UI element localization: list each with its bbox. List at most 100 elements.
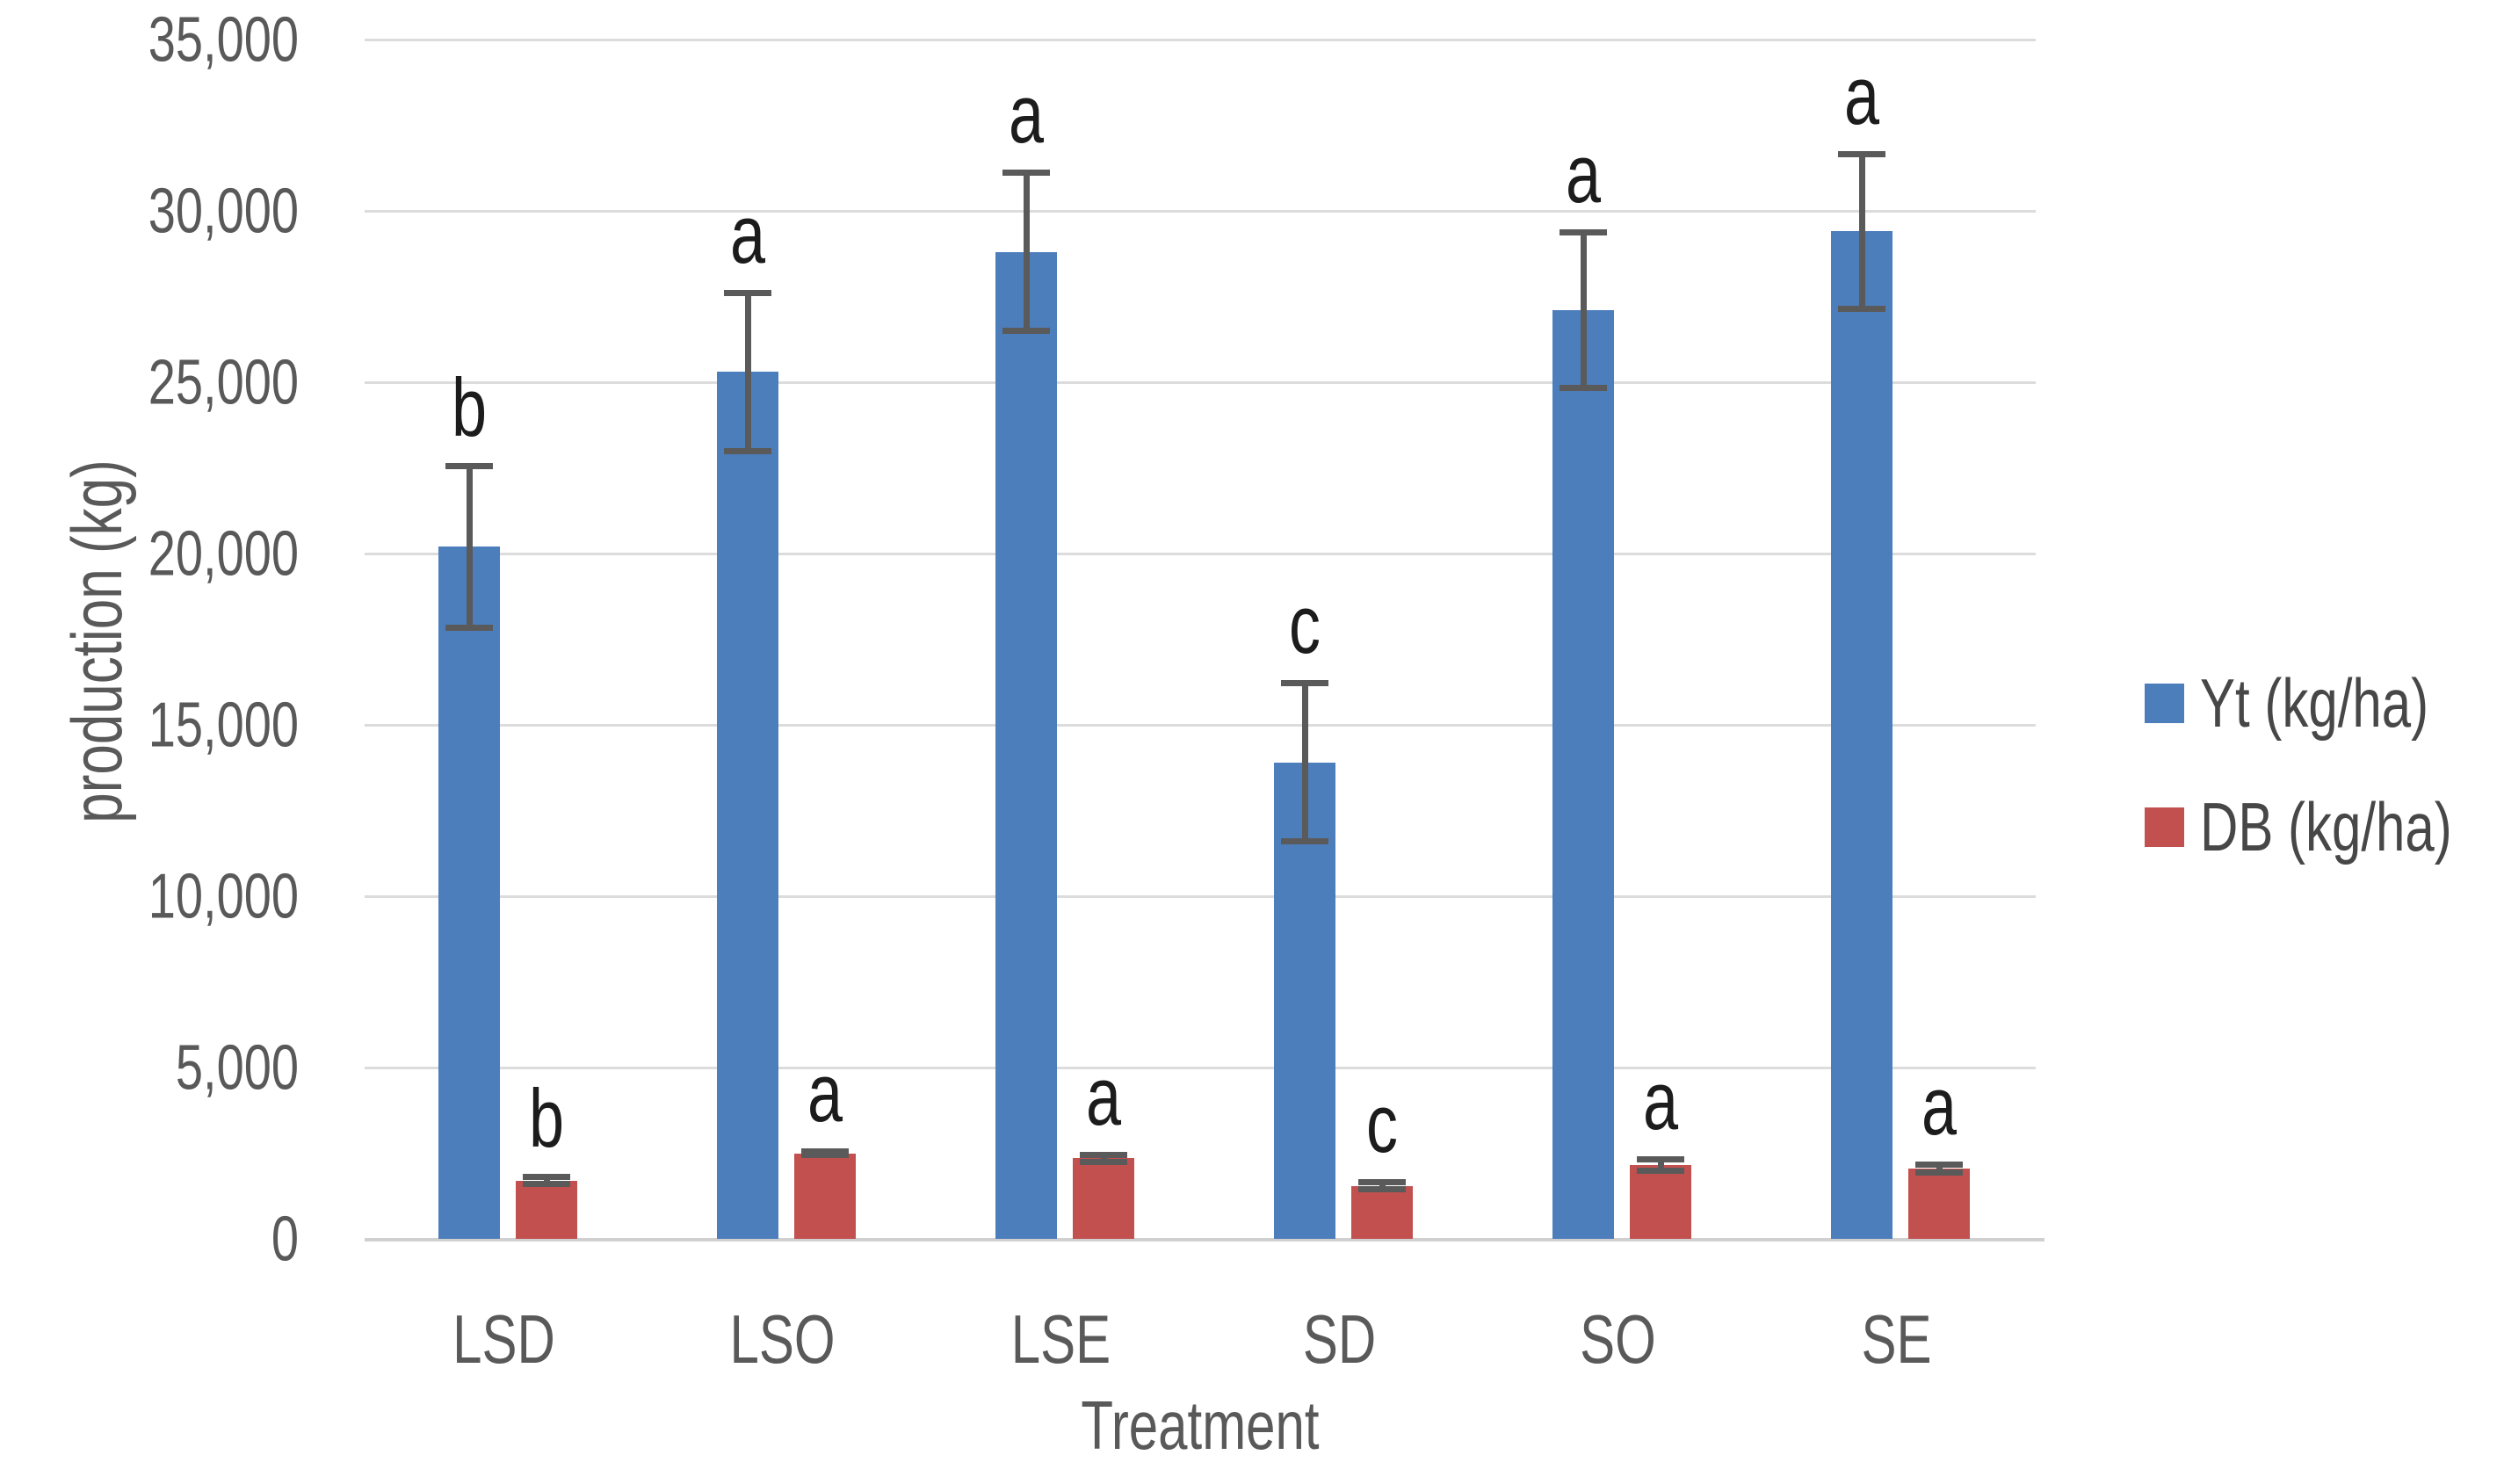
x-axis-title: Treatment [365, 1384, 2036, 1467]
significance-letter: a [1033, 1051, 1174, 1142]
gridline [365, 210, 2036, 213]
error-bar [724, 289, 771, 454]
error-bar-vline [1301, 680, 1308, 845]
gridline [365, 895, 2036, 898]
error-bar-vline [1858, 150, 1865, 313]
bar-db-SO [1630, 1165, 1691, 1239]
yt-series-label: Yt (kg/ha) [2184, 664, 2428, 741]
category-label-lse: LSE [922, 1300, 1200, 1379]
significance-letter-text: b [451, 362, 488, 454]
significance-letter-text: a [1008, 69, 1045, 162]
legend-item-yt: Yt (kg/ha) [2145, 664, 2428, 742]
bar-yt-SE [1831, 231, 1892, 1239]
error-bar-vline [1379, 1178, 1386, 1193]
error-bar-cap-bot [1281, 838, 1328, 845]
bar-yt-LSO [717, 372, 778, 1239]
y-axis-title: production (kg) [30, 114, 167, 1169]
yt-series-label-text: Yt (kg/ha) [2200, 664, 2429, 742]
yt-series-swatch [2145, 683, 2184, 723]
error-bar-cap-top [1080, 1151, 1127, 1158]
y-tick-label: 0 [26, 1199, 299, 1278]
category-label-so: SO [1479, 1300, 1757, 1379]
y-tick-label: 10,000 [26, 857, 299, 936]
error-bar [1281, 680, 1328, 845]
y-tick-label-text: 25,000 [148, 345, 299, 418]
error-bar [1637, 1156, 1684, 1174]
bar-yt-LSE [995, 251, 1057, 1239]
error-bar-cap-top [1281, 680, 1328, 687]
significance-letter-text: a [1085, 1051, 1122, 1143]
error-bar [445, 462, 493, 631]
bar-yt-LSD [438, 547, 500, 1239]
x-axis-line [365, 1238, 2044, 1241]
gridline [365, 724, 2036, 727]
bar-db-LSE [1073, 1158, 1134, 1239]
significance-letter: a [1590, 1056, 1731, 1147]
error-bar-vline [744, 289, 751, 454]
significance-letter-text: a [729, 189, 766, 281]
gridline [365, 553, 2036, 555]
significance-letter: a [755, 1047, 895, 1139]
y-tick-label-text: 0 [271, 1202, 299, 1275]
significance-letter: a [1513, 129, 1654, 221]
error-bar [1560, 229, 1607, 391]
y-tick-label: 15,000 [26, 685, 299, 764]
error-bar-vline [1023, 170, 1030, 335]
x-axis-title-text: Treatment [1081, 1386, 1320, 1465]
significance-letter: b [476, 1074, 617, 1165]
error-bar [1002, 170, 1050, 335]
y-tick-label-text: 35,000 [148, 3, 299, 76]
category-label-text: SD [1302, 1300, 1377, 1378]
error-bar-cap-bot [1080, 1159, 1127, 1166]
error-bar-cap-bot [1560, 384, 1607, 391]
significance-letter: a [677, 190, 818, 281]
bar-yt-SO [1552, 310, 1614, 1239]
significance-letter-text: b [528, 1073, 565, 1165]
significance-letter-text: c [1366, 1078, 1398, 1170]
error-bar [1915, 1162, 1963, 1176]
error-bar [1838, 150, 1885, 313]
error-bar-vline [1100, 1151, 1107, 1166]
error-bar-vline [543, 1173, 550, 1188]
error-bar [801, 1147, 849, 1159]
bar-db-LSO [794, 1153, 856, 1239]
significance-letter-text: a [1642, 1056, 1679, 1148]
error-bar-cap-bot [1637, 1167, 1684, 1174]
bar-db-LSD [516, 1180, 577, 1239]
significance-letter: b [399, 362, 539, 453]
error-bar-cap-bot [445, 624, 493, 631]
error-bar-vline [1936, 1162, 1943, 1176]
y-tick-label: 5,000 [26, 1028, 299, 1107]
error-bar [1080, 1151, 1127, 1166]
error-bar-cap-bot [724, 447, 771, 454]
error-bar-cap-top [1358, 1178, 1406, 1185]
category-label-text: LSO [729, 1300, 836, 1378]
error-bar-cap-bot [801, 1152, 849, 1159]
error-bar-cap-top [1637, 1156, 1684, 1163]
category-label-lso: LSO [643, 1300, 922, 1379]
error-bar-cap-bot [1915, 1169, 1963, 1176]
error-bar-vline [466, 462, 473, 631]
error-bar-cap-bot [523, 1181, 570, 1188]
category-label-text: LSE [1010, 1300, 1111, 1378]
error-bar-cap-top [724, 289, 771, 296]
error-bar-vline [1657, 1156, 1664, 1174]
error-bar-vline [1580, 229, 1587, 391]
db-series-label: DB (kg/ha) [2184, 788, 2452, 865]
significance-letter-text: a [1843, 50, 1880, 142]
significance-letter-text: a [1921, 1061, 1958, 1154]
error-bar-cap-bot [1838, 306, 1885, 313]
error-bar-cap-top [1838, 150, 1885, 157]
category-label-text: SO [1580, 1300, 1656, 1378]
error-bar-cap-top [801, 1147, 849, 1155]
significance-letter-text: a [807, 1047, 843, 1140]
y-tick-label-text: 30,000 [148, 174, 299, 247]
y-tick-label-text: 20,000 [148, 517, 299, 590]
y-tick-label: 35,000 [26, 0, 299, 79]
category-label-se: SE [1757, 1300, 2036, 1379]
significance-letter: c [1234, 580, 1375, 671]
category-label-text: SE [1861, 1300, 1932, 1378]
error-bar-cap-bot [1002, 328, 1050, 335]
significance-letter: a [956, 69, 1096, 161]
